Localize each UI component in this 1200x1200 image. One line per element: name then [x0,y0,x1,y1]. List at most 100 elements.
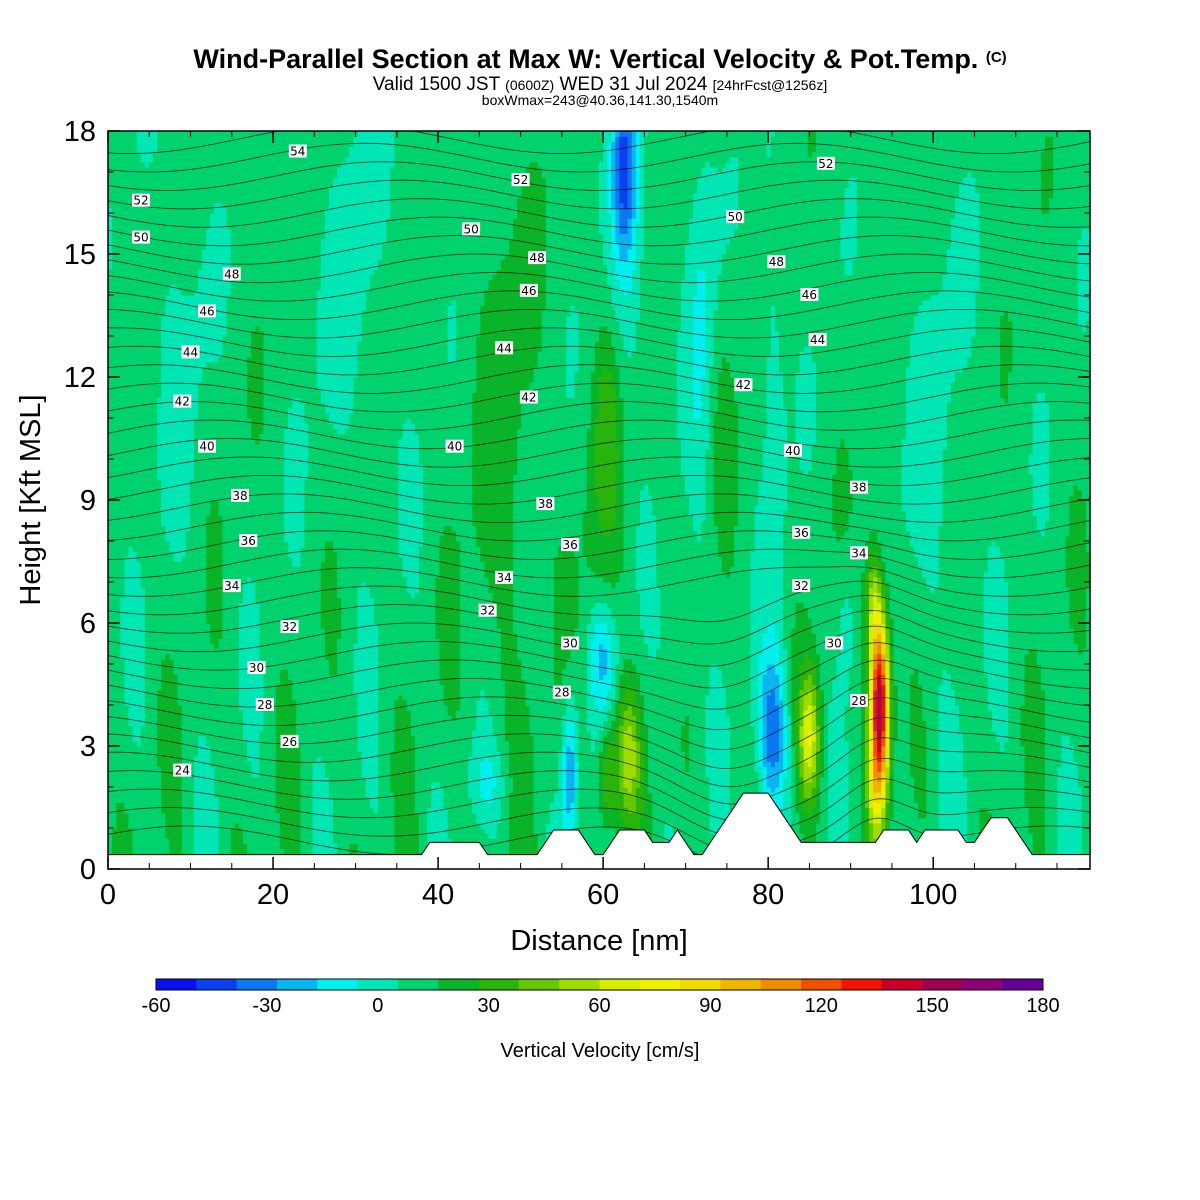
theta-label-text: 40 [447,440,462,454]
theta-label: 40 [198,440,216,454]
theta-label: 42 [520,391,538,405]
colorbar-swatch [841,979,882,990]
theta-label-text: 34 [496,571,511,585]
theta-label: 50 [132,231,150,245]
colorbar-tick-label: 150 [915,995,948,1017]
theta-label-text: 44 [810,333,825,347]
theta-label: 28 [553,686,571,700]
theta-label: 46 [520,284,538,298]
y-tick-label: 3 [80,731,96,763]
theta-label-text: 52 [818,157,833,171]
theta-label-text: 52 [513,173,528,187]
theta-label-text: 46 [521,284,536,298]
theta-label-text: 28 [554,686,569,700]
y-tick-label: 6 [80,608,96,640]
theta-label-text: 26 [282,735,297,749]
theta-label-text: 52 [133,194,148,208]
theta-label-text: 50 [133,231,148,245]
theta-label: 52 [817,157,835,171]
theta-label-text: 48 [224,268,239,282]
theta-label: 54 [289,145,307,159]
theta-label-text: 32 [282,620,297,634]
colorbar-swatch [519,979,560,990]
theta-label-text: 24 [175,764,190,778]
theta-label-text: 38 [538,497,553,511]
theta-label-text: 42 [736,378,751,392]
colorbar-swatch [196,979,237,990]
x-tick-label: 40 [422,879,454,911]
theta-label-text: 46 [199,304,214,318]
x-tick-label: 20 [257,879,289,911]
theta-label-text: 42 [521,391,536,405]
x-tick-label: 80 [752,879,784,911]
theta-label: 34 [850,546,868,560]
colorbar-swatch [720,979,761,990]
theta-label: 52 [132,194,150,208]
theta-label-text: 50 [728,210,743,224]
theta-label-text: 36 [562,538,577,552]
theta-label: 40 [784,444,802,458]
colorbar-swatch [398,979,439,990]
colorbar-swatch [237,979,278,990]
theta-label-text: 54 [290,145,305,159]
theta-label: 36 [239,534,257,548]
theta-label: 36 [561,538,579,552]
theta-label: 24 [173,764,191,778]
colorbar-swatch [882,979,923,990]
theta-label: 30 [561,637,579,651]
theta-label-text: 40 [199,440,214,454]
theta-label: 32 [792,579,810,593]
theta-label: 44 [495,341,513,355]
colorbar: -60 -30 0 30 60 90 120 150 180 [142,979,1060,1017]
theta-label-text: 44 [496,341,511,355]
theta-label-text: 46 [802,288,817,302]
theta-label-text: 40 [785,444,800,458]
colorbar-swatch [479,979,520,990]
theta-label: 48 [767,255,785,269]
colorbar-tick-label: 120 [805,995,838,1017]
x-tick-label: 100 [909,879,957,911]
theta-label: 32 [281,620,299,634]
theta-label: 50 [726,210,744,224]
theta-label-text: 28 [851,694,866,708]
y-tick-label: 18 [64,116,96,148]
theta-label-text: 44 [183,345,198,359]
theta-label: 32 [479,604,497,618]
theta-label-text: 36 [794,526,809,540]
colorbar-tick-label: 60 [588,995,610,1017]
colorbar-swatch [438,979,479,990]
colorbar-swatch [317,979,358,990]
colorbar-swatch [156,979,197,990]
theta-label-text: 32 [794,579,809,593]
theta-label-text: 28 [257,698,272,712]
theta-label-text: 30 [827,637,842,651]
colorbar-tick-label: -30 [252,995,281,1017]
theta-label-text: 48 [529,251,544,265]
theta-label: 34 [495,571,513,585]
theta-label-text: 38 [232,489,247,503]
colorbar-swatch [1003,979,1044,990]
theta-label-text: 42 [175,395,190,409]
theta-label-text: 36 [241,534,256,548]
theta-label: 38 [850,481,868,495]
theta-label: 44 [182,345,200,359]
colorbar-swatch [922,979,963,990]
colorbar-swatch [358,979,399,990]
y-tick-label: 0 [80,854,96,886]
theta-label: 38 [231,489,249,503]
theta-label-text: 34 [224,579,239,593]
theta-label: 40 [446,440,464,454]
colorbar-swatch [277,979,318,990]
theta-label-text: 38 [851,481,866,495]
theta-label-text: 30 [562,637,577,651]
y-tick-label: 15 [64,239,96,271]
theta-label: 36 [792,526,810,540]
theta-label: 30 [248,661,266,675]
y-tick-label: 9 [80,485,96,517]
theta-label: 42 [734,378,752,392]
y-axis-label: Height [Kft MSL] [15,394,47,605]
colorbar-swatch [559,979,600,990]
theta-label: 28 [850,694,868,708]
theta-label: 46 [198,304,216,318]
